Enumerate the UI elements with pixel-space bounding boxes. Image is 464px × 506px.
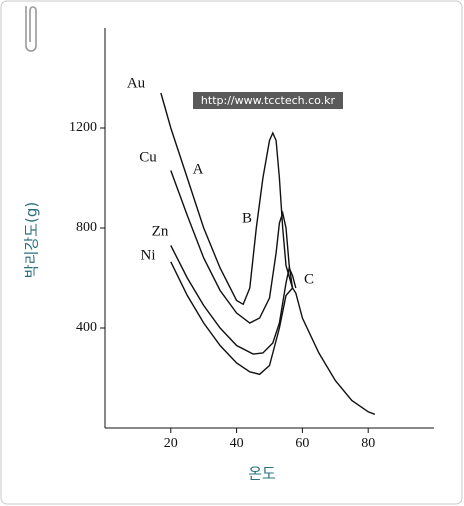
y-tick-label: 800 (76, 220, 97, 235)
line (170, 170, 294, 324)
x-axis-title: 온도 (248, 465, 276, 483)
y-tick-label: 400 (76, 320, 97, 335)
y-tick-label: 1200 (69, 120, 97, 135)
x-tick-label: 20 (164, 436, 178, 451)
x-tick-label: 60 (295, 436, 309, 451)
series-label: Zn (152, 223, 169, 239)
x-tick-label: 40 (230, 436, 244, 451)
line (170, 261, 376, 415)
series-label: Au (127, 75, 146, 91)
line (170, 245, 297, 355)
paperclip-icon (25, 6, 37, 52)
x-tick-label: 80 (361, 436, 375, 451)
series-label: Cu (139, 149, 157, 165)
y-axis-title: 박리강도(g) (23, 202, 41, 278)
series-label: Ni (141, 247, 156, 263)
annotation: B (242, 210, 252, 226)
annotation: A (193, 161, 204, 177)
watermark-box (193, 92, 343, 109)
annotation: C (304, 271, 314, 287)
watermark-text: http://www.tcctech.co.kr (201, 94, 336, 107)
line (160, 92, 294, 306)
watermark: http://www.tcctech.co.kr (193, 92, 343, 109)
